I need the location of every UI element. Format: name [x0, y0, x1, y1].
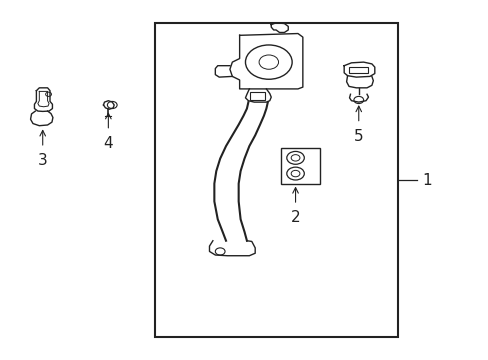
Text: 4: 4: [103, 136, 113, 151]
Bar: [348, 67, 368, 73]
Bar: [154, 23, 397, 337]
Bar: [281, 148, 319, 184]
Bar: [250, 92, 264, 100]
Text: 1: 1: [421, 172, 431, 188]
Text: 5: 5: [353, 129, 363, 144]
Text: 2: 2: [290, 210, 300, 225]
Text: 3: 3: [38, 153, 47, 168]
